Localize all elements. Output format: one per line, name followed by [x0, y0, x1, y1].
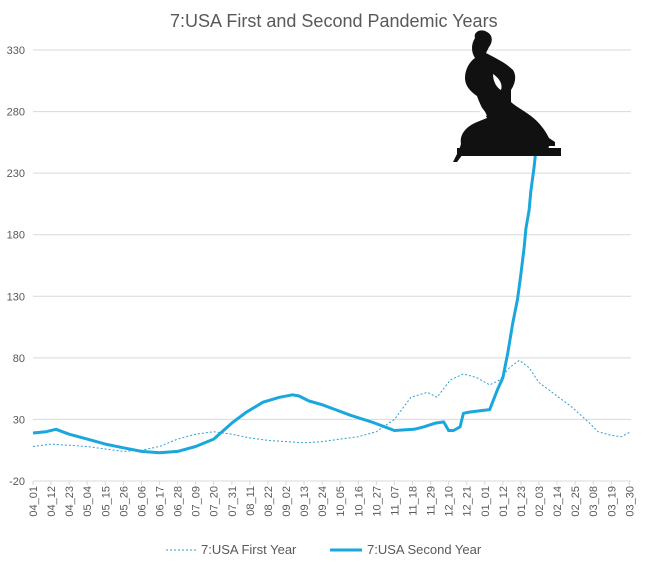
- x-tick-label: 06_06: [136, 486, 148, 517]
- chart-title-right: First and Second Pandemic Years: [226, 11, 497, 31]
- x-tick-label: 07_09: [191, 486, 203, 517]
- x-tick-label: 05_26: [118, 486, 130, 517]
- legend: 7:USA First Year 7:USA Second Year: [166, 542, 482, 557]
- x-tick-label: 06_17: [155, 486, 167, 517]
- x-tick-label: 04_23: [64, 486, 76, 517]
- y-tick-label: 80: [13, 353, 25, 365]
- legend-label-second-year: 7:USA Second Year: [367, 542, 482, 557]
- x-tick-label: 02_25: [570, 486, 582, 517]
- x-tick-label: 10_05: [335, 486, 347, 517]
- x-tick-label: 08_22: [263, 486, 275, 517]
- x-tick-label: 04_12: [46, 486, 58, 517]
- x-tick-label: 02_03: [534, 486, 546, 517]
- x-tick-label: 01_01: [480, 486, 492, 517]
- x-tick-label: 05_04: [82, 486, 94, 517]
- x-tick-label: 12_10: [444, 486, 456, 517]
- x-tick-label: 07_31: [227, 486, 239, 517]
- x-tick-label: 03_08: [588, 486, 600, 517]
- x-tick-label: 10_27: [371, 486, 383, 517]
- x-tick-label: 01_12: [498, 486, 510, 517]
- x-tick-label: 02_14: [552, 486, 564, 517]
- y-tick-label: 330: [7, 45, 25, 57]
- x-tick-label: 03_30: [624, 486, 636, 517]
- thinker-statue-logo: [453, 30, 561, 162]
- y-tick-label: 180: [7, 230, 25, 242]
- x-tick-label: 05_15: [100, 486, 112, 517]
- x-axis-ticks: 04_01 04_12 04_23 05_04 05_15 05_26 06_06 06_17…: [28, 481, 636, 517]
- x-tick-label: 08_11: [245, 486, 257, 516]
- x-tick-label: 11_29: [426, 486, 438, 516]
- x-tick-label: 12_21: [462, 486, 474, 517]
- x-tick-label: 11_18: [408, 486, 420, 516]
- y-tick-label: 280: [7, 107, 25, 119]
- x-tick-label: 01_23: [516, 486, 528, 517]
- y-tick-label: 30: [13, 414, 25, 426]
- x-tick-label: 04_01: [28, 486, 40, 517]
- y-tick-label: -20: [9, 476, 25, 488]
- x-tick-label: 07_20: [209, 486, 221, 517]
- series-lines: [32, 136, 632, 455]
- x-tick-label: 03_19: [606, 486, 618, 517]
- x-tick-label: 09_13: [299, 486, 311, 517]
- x-tick-label: 09_24: [317, 486, 329, 517]
- x-tick-label: 11_07: [389, 486, 401, 516]
- legend-label-first-year: 7:USA First Year: [201, 542, 297, 557]
- series-line-second-year: [32, 136, 539, 455]
- y-tick-label: 130: [7, 291, 25, 303]
- y-tick-label: 230: [7, 168, 25, 180]
- y-axis-ticks: -20 30 80 130 180 230 280 330: [7, 45, 25, 488]
- gridlines: [33, 49, 631, 482]
- x-tick-label: 06_28: [173, 486, 185, 517]
- x-tick-label: 10_16: [353, 486, 365, 517]
- chart-title-left: 7:USA: [170, 11, 222, 31]
- x-tick-label: 09_02: [281, 486, 293, 517]
